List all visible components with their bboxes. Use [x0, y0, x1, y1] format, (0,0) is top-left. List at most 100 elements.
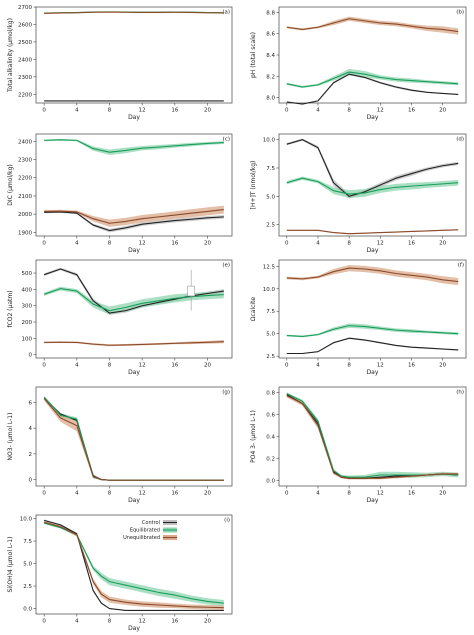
- panel-tag: (d): [456, 137, 464, 143]
- y-tick-label: 2: [29, 452, 33, 458]
- band-control: [286, 337, 459, 354]
- y-tick-label: 2000: [18, 212, 32, 218]
- x-tick-label: 20: [439, 363, 446, 369]
- x-tick-label: 12: [139, 619, 146, 625]
- series-line-unequilibrated: [44, 521, 224, 609]
- band-equilibrated: [286, 68, 459, 89]
- series-line-control: [286, 394, 459, 479]
- y-axis-title: DIC (µmol/kg): [7, 164, 14, 205]
- x-tick-label: 8: [347, 108, 351, 114]
- y-tick-label: 8.0: [266, 96, 275, 102]
- panel-tag: (a): [222, 10, 230, 16]
- y-tick-label: 0.8: [266, 391, 275, 397]
- x-tick-label: 12: [139, 108, 146, 114]
- y-tick-label: 2200: [18, 176, 32, 182]
- legend-label-unequilibrated: Unequilibrated: [123, 535, 160, 541]
- x-tick-label: 16: [171, 491, 178, 497]
- series-line-control: [44, 211, 224, 232]
- x-axis-title: Day: [128, 247, 140, 254]
- y-axis-title: pH (total scale): [250, 32, 257, 78]
- x-axis-title: Day: [367, 247, 379, 254]
- x-tick-label: 8: [108, 241, 112, 247]
- x-tick-label: 0: [285, 363, 289, 369]
- band-equilibrated: [44, 138, 224, 155]
- x-tick-label: 12: [377, 363, 384, 369]
- series-line-unequilibrated: [44, 209, 224, 224]
- y-tick-label: 2300: [18, 75, 32, 81]
- panel-tag: (g): [222, 390, 230, 396]
- y-tick-label: 10.0: [20, 517, 33, 523]
- y-axis-title: NO3- (µmol L-1): [7, 413, 14, 461]
- x-tick-label: 16: [171, 363, 178, 369]
- x-tick-label: 4: [316, 241, 320, 247]
- plot-frame: [35, 514, 233, 615]
- x-tick-label: 4: [316, 108, 320, 114]
- y-tick-label: 1900: [18, 230, 32, 236]
- series-line-unequilibrated: [286, 395, 459, 479]
- y-tick-label: 7.5: [23, 539, 32, 545]
- x-tick-label: 12: [377, 108, 384, 114]
- x-axis-title: Day: [128, 625, 140, 632]
- y-tick-label: 2300: [18, 158, 32, 164]
- annotation-box: [187, 285, 195, 297]
- series-line-equilibrated: [286, 393, 459, 478]
- band-control: [44, 397, 224, 481]
- x-tick-label: 16: [408, 108, 415, 114]
- panel-tag: (i): [224, 518, 230, 524]
- x-tick-label: 8: [108, 108, 112, 114]
- legend-label-control: Control: [142, 520, 160, 526]
- x-tick-label: 0: [285, 491, 289, 497]
- y-tick-label: 0: [29, 353, 33, 359]
- band-unequilibrated: [44, 396, 224, 481]
- panel-d: 0 4 8 12 16 20 2.5 5.0 7.5 10.0 Day [H+]T (nmol/kg)…: [250, 133, 467, 254]
- plot-frame: [35, 259, 233, 359]
- x-tick-label: 16: [171, 241, 178, 247]
- y-tick-label: 8.8: [266, 10, 275, 16]
- x-tick-label: 0: [285, 108, 289, 114]
- x-tick-label: 0: [42, 241, 46, 247]
- panel-a: 0 4 8 12 16 20 2200 2300 2400 2500 2600 2700 Day Tota…: [7, 5, 233, 121]
- y-tick-label: 200: [22, 320, 33, 326]
- x-tick-label: 8: [108, 491, 112, 497]
- x-tick-label: 8: [108, 619, 112, 625]
- x-tick-label: 0: [285, 241, 289, 247]
- series-line-equilibrated: [286, 325, 459, 337]
- y-axis-title: PO4 3- (µmol L-1): [250, 410, 257, 463]
- y-tick-label: 10.0: [263, 138, 276, 144]
- plot-frame: [35, 386, 233, 487]
- y-tick-label: 0.0: [266, 479, 275, 485]
- x-tick-label: 20: [204, 619, 211, 625]
- band-equilibrated: [44, 522, 224, 607]
- y-tick-label: 2200: [18, 92, 32, 98]
- series-line-unequilibrated: [286, 229, 459, 235]
- series-line-control: [286, 139, 459, 197]
- series-line-control: [286, 73, 459, 105]
- plot-frame: [35, 6, 233, 104]
- y-tick-label: 0.0: [23, 607, 32, 613]
- y-axis-title: Total alkalinity (µmol/kg): [7, 18, 14, 93]
- series-line-equilibrated: [44, 139, 224, 153]
- band-equilibrated: [286, 392, 459, 480]
- y-tick-label: 0.2: [266, 457, 275, 463]
- y-tick-label: 2400: [18, 139, 32, 145]
- y-axis-title: Si(OH)4 (µmol L-1): [7, 537, 14, 593]
- x-tick-label: 20: [204, 108, 211, 114]
- x-tick-label: 16: [408, 363, 415, 369]
- x-tick-label: 0: [42, 619, 46, 625]
- series-line-unequilibrated: [286, 267, 459, 283]
- plot-frame: [278, 386, 467, 487]
- x-axis-title: Day: [367, 497, 379, 504]
- x-tick-label: 16: [171, 108, 178, 114]
- y-tick-label: 2400: [18, 57, 32, 63]
- y-axis-title: [H+]T (nmol/kg): [250, 161, 257, 210]
- x-tick-label: 8: [347, 363, 351, 369]
- y-tick-label: 6: [29, 400, 33, 406]
- legend-label-equilibrated: Equilibrated: [130, 528, 160, 534]
- x-tick-label: 20: [439, 241, 446, 247]
- panel-g: 0 4 8 12 16 20 0 2 4 6 Day NO3- (µmol L-1) (g): [7, 386, 233, 504]
- series-line-control: [286, 337, 459, 355]
- panel-f: 0 4 8 12 16 20 2.5 5.0 7.5 10.0 12.5 Day Ωcalcite (f): [250, 259, 467, 376]
- plot-frame: [35, 133, 233, 237]
- x-tick-label: 4: [75, 108, 79, 114]
